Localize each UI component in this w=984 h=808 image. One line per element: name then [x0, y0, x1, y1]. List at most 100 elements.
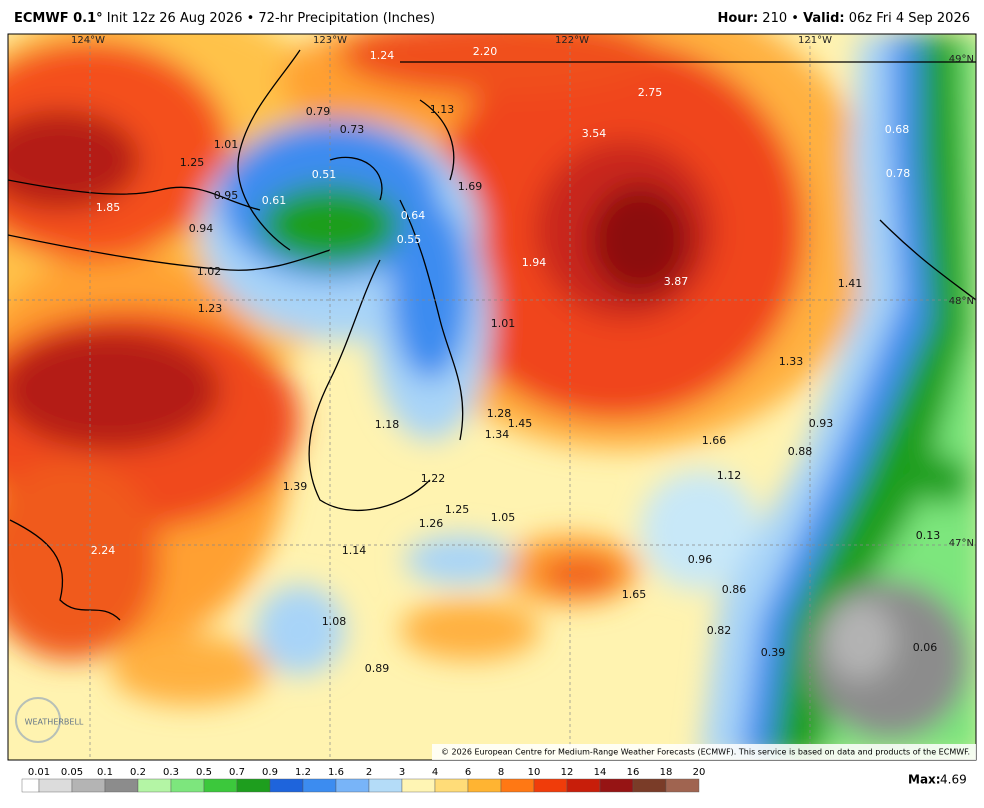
point-value: 1.12	[717, 469, 742, 482]
point-value: 1.18	[375, 418, 400, 431]
colorbar-swatch	[566, 778, 601, 793]
max-label: Max:	[908, 773, 941, 787]
point-value: 0.94	[189, 222, 214, 235]
colorbar-label: 18	[660, 767, 673, 778]
colorbar-label: 0.5	[196, 767, 212, 778]
max-value: 4.69	[940, 773, 967, 787]
colorbar-swatch	[38, 778, 73, 793]
lat-label: 47°N	[949, 538, 974, 549]
point-value: 0.89	[365, 662, 390, 675]
colorbar-swatch	[401, 778, 436, 793]
point-value: 1.45	[508, 417, 533, 430]
valid-info: Hour: 210 • Valid: 06z Fri 4 Sep 2026	[717, 11, 970, 26]
point-value: 1.22	[421, 472, 446, 485]
lon-label: 121°W	[798, 35, 832, 46]
point-value: 1.94	[522, 256, 547, 269]
point-value: 1.02	[197, 265, 222, 278]
colorbar-swatch	[137, 778, 172, 793]
point-value: 0.79	[306, 105, 331, 118]
point-value: 0.95	[214, 189, 239, 202]
colorbar-label: 4	[432, 767, 438, 778]
colorbar-swatch	[104, 778, 139, 793]
point-value: 0.55	[397, 233, 422, 246]
point-value: 1.25	[180, 156, 205, 169]
point-value: 0.51	[312, 168, 337, 181]
point-value: 1.34	[485, 428, 510, 441]
point-value: 0.13	[916, 529, 941, 542]
colorbar-label: 0.01	[28, 767, 50, 778]
colorbar-swatch	[21, 778, 40, 793]
point-value: 1.25	[445, 503, 470, 516]
colorbar-label: 8	[498, 767, 504, 778]
point-value: 0.82	[707, 624, 732, 637]
colorbar-label: 12	[561, 767, 574, 778]
point-value: 1.24	[370, 49, 395, 62]
point-value: 0.06	[913, 641, 938, 654]
point-value: 2.75	[638, 86, 663, 99]
point-value: 0.68	[885, 123, 910, 136]
point-value: 0.78	[886, 167, 911, 180]
lon-label: 122°W	[555, 35, 589, 46]
colorbar-label: 1.2	[295, 767, 311, 778]
point-value: 0.88	[788, 445, 813, 458]
point-value: 2.20	[473, 45, 498, 58]
lon-label: 123°W	[313, 35, 347, 46]
colorbar-swatch	[335, 778, 370, 793]
colorbar-swatch	[236, 778, 271, 793]
colorbar-swatch	[368, 778, 403, 793]
colorbar-swatch	[665, 778, 700, 793]
lat-label: 49°N	[949, 54, 974, 65]
colorbar-label: 14	[594, 767, 607, 778]
colorbar-swatch	[632, 778, 667, 793]
colorbar-swatch	[269, 778, 304, 793]
point-value: 1.26	[419, 517, 444, 530]
point-value: 1.33	[779, 355, 804, 368]
point-value: 0.39	[761, 646, 786, 659]
point-value: 0.93	[809, 417, 834, 430]
colorbar-label: 0.3	[163, 767, 179, 778]
lon-label: 124°W	[71, 35, 105, 46]
colorbar-label: 16	[627, 767, 640, 778]
colorbar-label: 0.1	[97, 767, 113, 778]
colorbar-swatch	[467, 778, 502, 793]
point-value: 0.86	[722, 583, 747, 596]
point-value: 0.61	[262, 194, 287, 207]
lat-label: 48°N	[949, 296, 974, 307]
colorbar-swatch	[170, 778, 205, 793]
colorbar-label: 0.2	[130, 767, 146, 778]
point-value: 3.54	[582, 127, 607, 140]
point-value: 1.05	[491, 511, 516, 524]
point-value: 0.96	[688, 553, 713, 566]
colorbar-label: 6	[465, 767, 471, 778]
point-value: 1.65	[622, 588, 647, 601]
point-value: 0.64	[401, 209, 426, 222]
point-value: 1.41	[838, 277, 863, 290]
colorbar-label: 1.6	[328, 767, 344, 778]
copyright: © 2026 European Centre for Medium-Range …	[441, 748, 970, 757]
title-bold: ECMWF 0.1° Init 12z 26 Aug 2026 • 72-hr …	[14, 11, 435, 26]
colorbar-swatch	[533, 778, 568, 793]
point-value: 1.13	[430, 103, 455, 116]
colorbar-label: 0.7	[229, 767, 245, 778]
colorbar-label: 3	[399, 767, 405, 778]
point-value: 0.73	[340, 123, 365, 136]
colorbar-swatch	[434, 778, 469, 793]
point-value: 1.85	[96, 201, 121, 214]
point-value: 1.39	[283, 480, 308, 493]
point-value: 2.24	[91, 544, 116, 557]
point-value: 1.08	[322, 615, 347, 628]
colorbar-label: 0.05	[61, 767, 83, 778]
colorbar-label: 20	[693, 767, 706, 778]
colorbar-label: 10	[528, 767, 541, 778]
point-value: 1.28	[487, 407, 512, 420]
logo: WEATHERBELL	[25, 718, 84, 727]
point-value: 1.23	[198, 302, 223, 315]
colorbar-swatch	[203, 778, 238, 793]
point-value: 3.87	[664, 275, 689, 288]
point-value: 1.66	[702, 434, 727, 447]
map-area	[8, 34, 976, 760]
colorbar-label: 0.9	[262, 767, 278, 778]
point-value: 1.69	[458, 180, 483, 193]
